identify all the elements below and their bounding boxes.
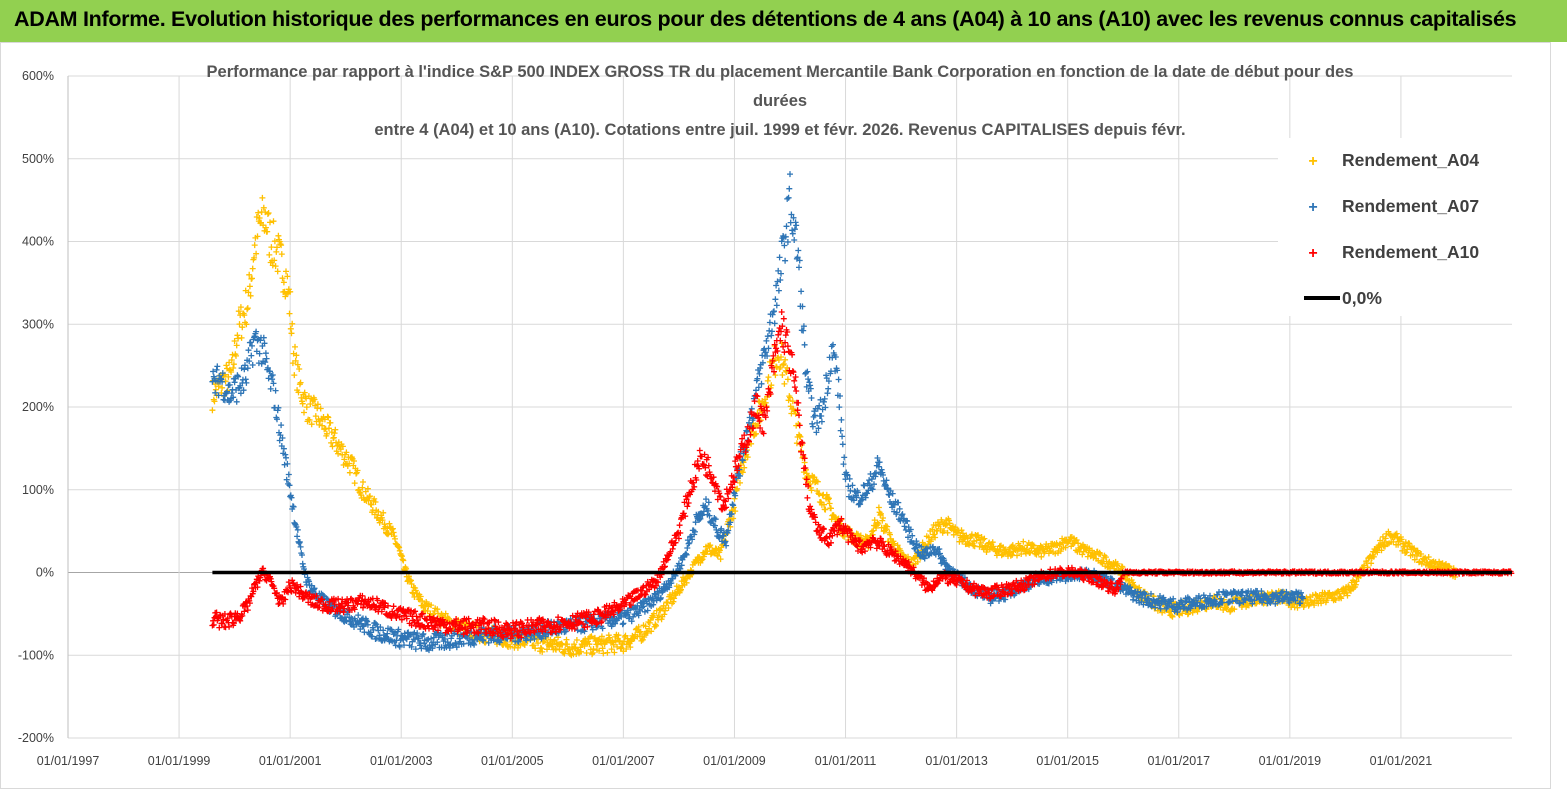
- y-tick-label: 500%: [22, 152, 54, 166]
- legend-label-a10: Rendement_A10: [1342, 242, 1479, 262]
- legend-label-zero: 0,0%: [1342, 288, 1382, 308]
- y-tick-label: 0%: [36, 566, 54, 580]
- legend-marker-a04: +: [1308, 153, 1317, 170]
- x-tick-label: 01/01/2013: [925, 754, 988, 768]
- title-banner: ADAM Informe. Evolution historique des p…: [0, 0, 1567, 42]
- y-tick-label: 100%: [22, 483, 54, 497]
- x-axis: 01/01/1997 01/01/1999 01/01/2001 01/01/2003…: [37, 754, 1433, 768]
- legend-label-a04: Rendement_A04: [1342, 150, 1479, 170]
- y-tick-label: -200%: [18, 731, 54, 745]
- legend-box: [1278, 138, 1520, 316]
- x-tick-label: 01/01/2005: [481, 754, 544, 768]
- legend-marker-a07: +: [1308, 199, 1317, 216]
- y-tick-label: 200%: [22, 400, 54, 414]
- x-tick-label: 01/01/2003: [370, 754, 433, 768]
- performance-chart: 600% 500% 400% 300% 200% 100% 0% -100% -200% 01/…: [0, 42, 1551, 789]
- legend-marker-a10: +: [1308, 245, 1317, 262]
- x-tick-label: 01/01/1999: [148, 754, 211, 768]
- y-tick-label: 600%: [22, 69, 54, 83]
- x-tick-label: 01/01/2015: [1036, 754, 1099, 768]
- chart-title-line-1: Performance par rapport à l'indice S&P 5…: [207, 63, 1354, 81]
- chart-title-line-3: entre 4 (A04) et 10 ans (A10). Cotations…: [374, 121, 1185, 139]
- x-tick-label: 01/01/2021: [1370, 754, 1433, 768]
- x-tick-label: 01/01/2017: [1147, 754, 1210, 768]
- x-tick-label: 01/01/2011: [815, 754, 877, 768]
- x-tick-label: 01/01/1997: [37, 754, 100, 768]
- y-tick-label: 400%: [22, 235, 54, 249]
- x-tick-label: 01/01/2001: [259, 754, 322, 768]
- x-tick-label: 01/01/2009: [703, 754, 766, 768]
- chart-title-line-2: durées: [753, 92, 807, 110]
- y-tick-label: -100%: [18, 648, 54, 662]
- legend-label-a07: Rendement_A07: [1342, 196, 1479, 216]
- report-title: ADAM Informe. Evolution historique des p…: [14, 7, 1517, 31]
- x-tick-label: 01/01/2019: [1259, 754, 1322, 768]
- legend: + Rendement_A04 + Rendement_A07 + Rendem…: [1278, 138, 1520, 316]
- y-tick-label: 300%: [22, 317, 54, 331]
- data-series: [209, 171, 1515, 659]
- x-tick-label: 01/01/2007: [592, 754, 655, 768]
- y-axis: 600% 500% 400% 300% 200% 100% 0% -100% -200%: [18, 69, 54, 745]
